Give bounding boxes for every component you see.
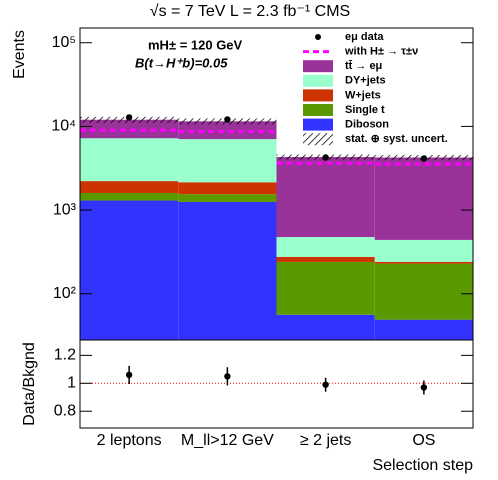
x-axis-label: Selection step [372,457,473,474]
data-point [125,114,133,121]
annotation: B(t→H⁺b)=0.05 [135,55,228,70]
legend-swatch [303,89,333,102]
legend-marker [315,34,321,40]
legend-swatch [303,133,333,146]
legend-swatch [303,118,333,131]
data-point [224,116,231,123]
bar-segment [374,157,473,240]
bar-segment [80,119,179,139]
bar-segment [80,181,179,193]
y-tick-label: 0.8 [54,402,76,419]
legend-label: Diboson [345,119,389,131]
bar-segment [178,182,277,195]
legend-swatch [303,104,333,116]
bar-segment [276,314,375,340]
legend-label: with H± → τ±ν [344,46,418,58]
legend-swatch [303,60,333,73]
bar-segment [80,200,179,340]
chart-title: √s = 7 TeV L = 2.3 fb⁻¹ CMS [150,3,350,20]
y-tick-label: 1.2 [54,347,76,364]
y-tick-label: 10⁵ [52,34,76,51]
x-tick-label: 2 leptons [97,432,162,449]
x-tick-label: ≥ 2 jets [300,432,351,449]
bar-segment [374,239,473,262]
bar-segment [80,192,179,201]
bar-segment [276,261,375,315]
y-tick-label: 10⁴ [51,118,76,135]
ratio-point [224,373,231,380]
data-point [322,154,329,161]
bar-segment [80,138,179,182]
legend-label: stat. ⊕ syst. uncert. [345,133,448,145]
bar-segment [276,237,375,257]
y-tick-label: 1 [67,375,76,392]
bar-segment [374,319,473,340]
ratio-point [420,384,428,391]
ratio-point [125,371,133,379]
bar-segment [276,256,375,262]
legend-label: tt̄ → eμ [345,60,382,72]
bar-segment [374,263,473,320]
plot-frame [79,339,474,429]
bar-segment [178,201,277,340]
bar-segment [178,121,277,140]
y-axis-label: Events [11,30,28,79]
y-tick-label: 10² [53,285,77,302]
legend-label: W+jets [345,89,381,101]
bar-segment [178,139,277,183]
ratio-point [322,381,329,388]
legend-swatch [303,74,333,87]
bar-segment [276,157,375,238]
y-axis-label: Data/Bkgnd [21,342,38,426]
bar-segment [178,194,277,202]
annotation: mH± = 120 GeV [148,37,243,52]
legend-label: DY+jets [345,75,386,87]
data-point [420,155,428,162]
legend-label: Single t [345,104,385,116]
bar-segment [374,261,473,264]
x-tick-label: M_ll>12 GeV [181,432,274,449]
legend-label: eμ data [345,31,384,43]
y-tick-label: 10³ [53,201,77,218]
x-tick-label: OS [412,432,435,449]
